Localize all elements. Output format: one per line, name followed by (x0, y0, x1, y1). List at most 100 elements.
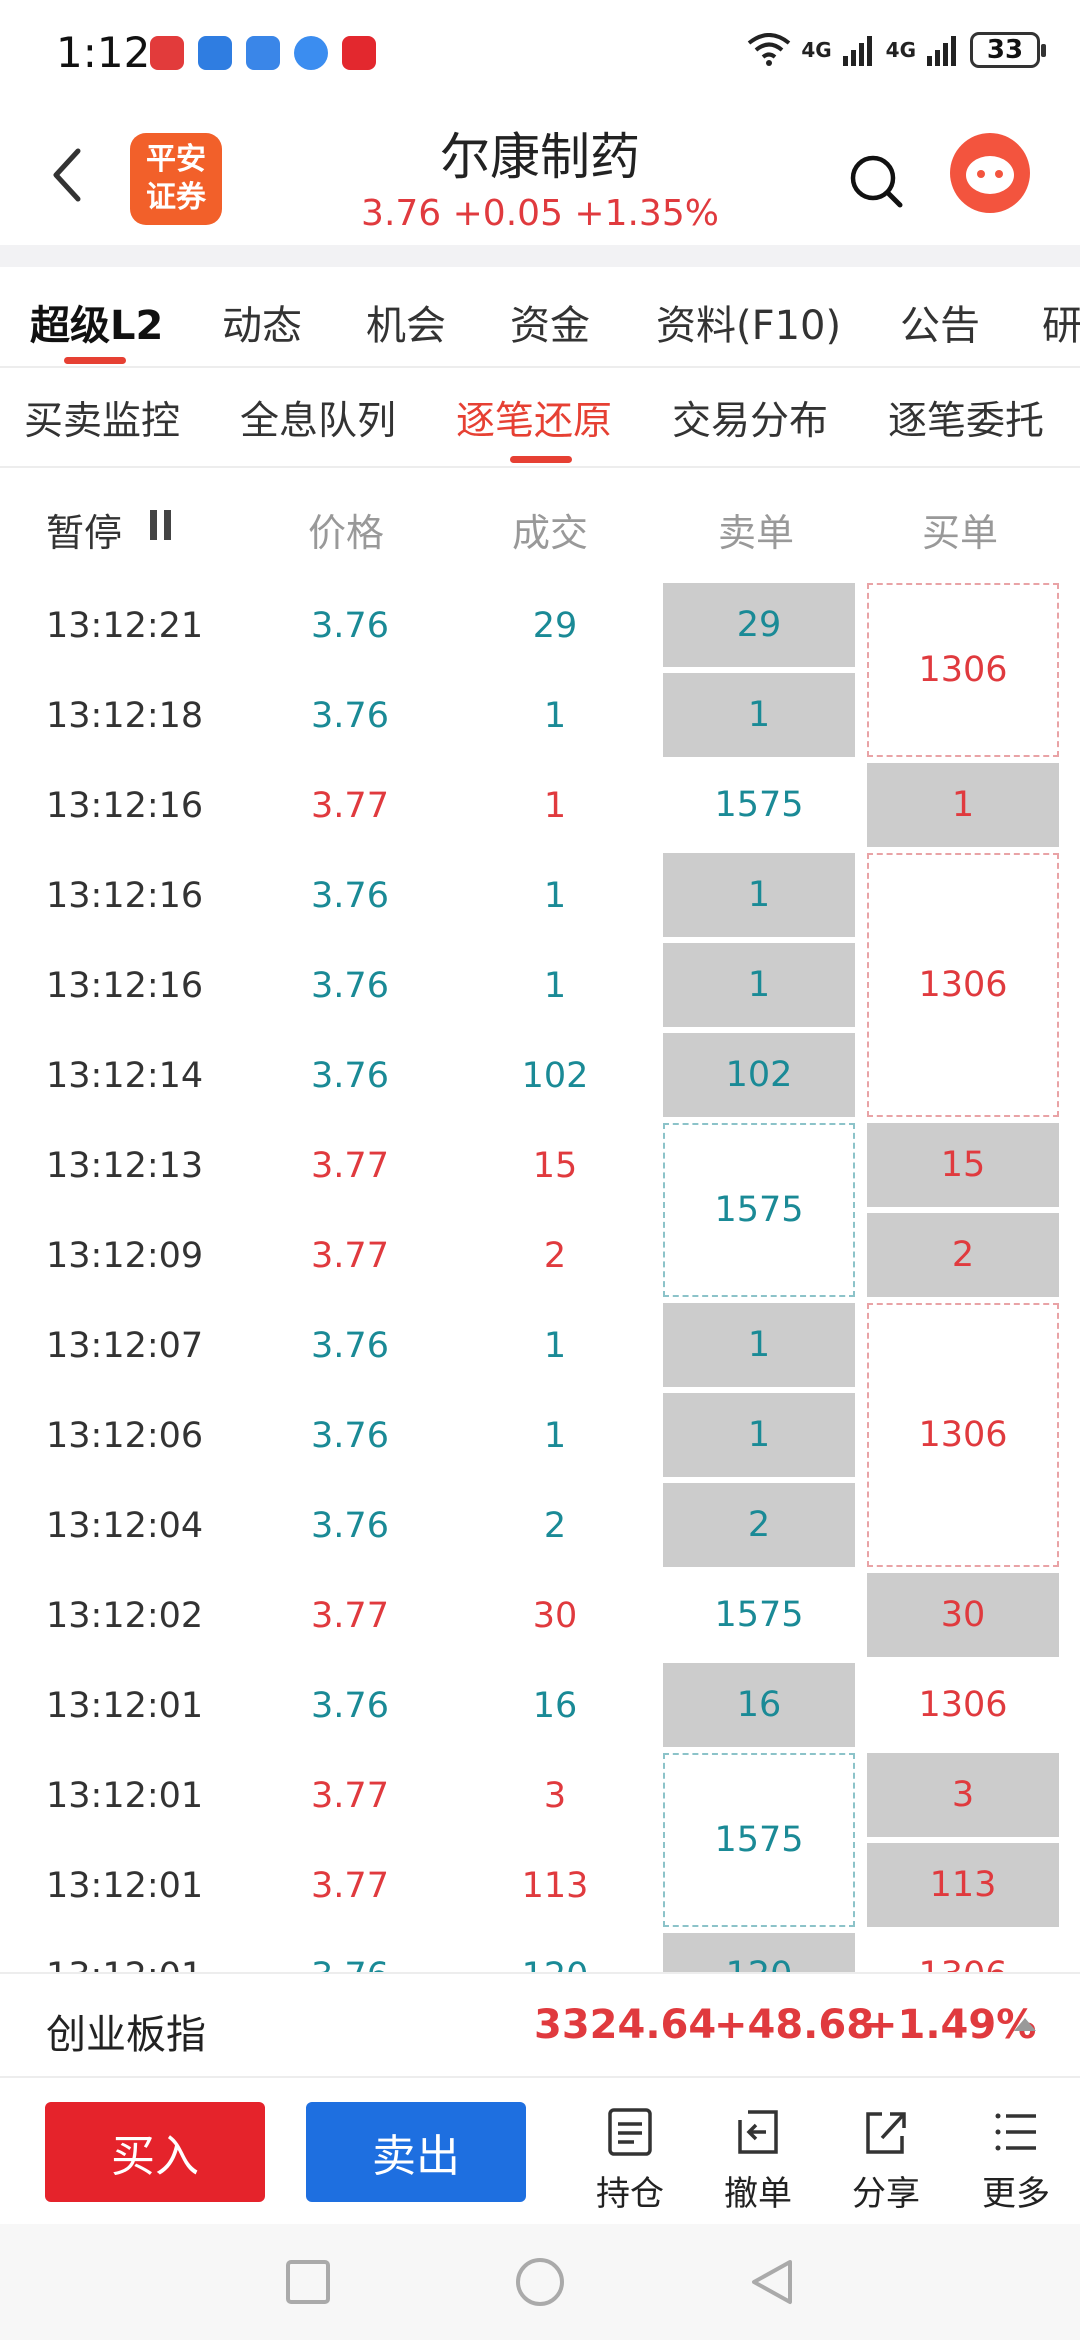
sell-order-cell: 1575 (663, 1123, 855, 1297)
home-icon[interactable] (512, 2254, 568, 2310)
subtabs-divider (0, 466, 1080, 468)
recent-apps-icon[interactable] (280, 2254, 336, 2310)
row-time: 13:12:21 (46, 606, 204, 646)
back-icon[interactable] (744, 2254, 800, 2310)
row-price: 3.77 (311, 1236, 389, 1276)
menu-icon (995, 2113, 1036, 2151)
active-subtab-indicator (510, 456, 572, 463)
back-arrow-icon[interactable] (44, 145, 94, 205)
row-time: 13:12:16 (46, 876, 204, 916)
subtab-full-queue[interactable]: 全息队列 (240, 399, 397, 444)
system-nav-bar (0, 2224, 1080, 2340)
row-time: 13:12:16 (46, 966, 204, 1006)
row-volume: 1 (543, 876, 567, 916)
subtab-trade-distribution[interactable]: 交易分布 (672, 399, 829, 444)
more-button[interactable]: 更多 (966, 2106, 1066, 2215)
row-volume: 120 (455, 1956, 655, 1972)
cancel-order-button[interactable]: 撤单 (708, 2106, 808, 2215)
sell-order-cell: 102 (663, 1033, 855, 1117)
row-volume: 29 (532, 606, 578, 646)
row-time: 13:12:06 (46, 1416, 204, 1456)
tab-f10[interactable]: 资料(F10) (656, 303, 842, 349)
trade-action-bar: 买入 卖出 持仓 撤单 分享 更多 (0, 2078, 1080, 2224)
table-row: 13:12:18 3.76 1 (0, 672, 1080, 762)
buy-order-cell: 1306 (918, 1685, 1008, 1725)
sell-order-cell: 29 (663, 583, 855, 667)
buy-order-cell: 3 (867, 1753, 1059, 1837)
table-row: 13:12:04 3.76 2 (0, 1482, 1080, 1572)
header-divider (0, 245, 1080, 267)
row-time: 13:12:07 (46, 1326, 204, 1366)
signal-icon (927, 36, 956, 66)
tab-super-l2[interactable]: 超级L2 (30, 303, 164, 349)
subtab-tick-restore[interactable]: 逐笔还原 (456, 399, 613, 444)
row-volume: 1 (543, 786, 567, 826)
tab-announcement[interactable]: 公告 (900, 303, 980, 349)
subtab-buy-sell-monitor[interactable]: 买卖监控 (24, 399, 181, 444)
huawei-app-icon (150, 36, 184, 70)
table-row: 13:12:16 3.77 1 (0, 762, 1080, 852)
pause-button-label[interactable]: 暂停 (46, 511, 123, 555)
buy-order-cell: 1306 (867, 1933, 1059, 1972)
table-row: 13:12:01 3.76 120 (0, 1932, 1080, 1972)
row-price: 3.77 (311, 1596, 389, 1636)
index-percent: +1.49% (864, 2002, 1037, 2048)
buy-order-cell: 1306 (867, 1303, 1059, 1567)
index-change: +48.68 (714, 2002, 875, 2048)
row-volume: 113 (521, 1866, 589, 1906)
signal-icon (842, 36, 872, 66)
row-time: 13:12:01 (46, 1686, 204, 1726)
row-time: 13:12:13 (46, 1146, 204, 1186)
positions-label: 持仓 (596, 2174, 664, 2214)
buy-order-cell: 15 (867, 1123, 1059, 1207)
buy-order-cell: 1306 (867, 583, 1059, 757)
row-time: 13:12:04 (46, 1506, 204, 1546)
assistant-avatar-icon[interactable] (950, 133, 1030, 213)
stock-quote: 3.76 +0.05 +1.35% (361, 193, 719, 234)
subtab-tick-orders[interactable]: 逐笔委托 (888, 399, 1045, 444)
row-price: 3.76 (311, 1416, 389, 1456)
sell-order-cell: 2 (663, 1483, 855, 1567)
index-ticker[interactable]: 创业板指 3324.64 +48.68 +1.49% (0, 1972, 1080, 2078)
sell-order-cell: 1 (663, 673, 855, 757)
status-bar: 1:12 4G 4G 33 (0, 0, 1080, 105)
logo-line-1: 平安 (146, 142, 206, 177)
buy-order-cell: 30 (867, 1573, 1059, 1657)
header-price: 价格 (308, 511, 385, 555)
row-volume: 15 (532, 1146, 578, 1186)
sell-order-cell: 16 (663, 1663, 855, 1747)
row-time: 13:12:01 (46, 1866, 204, 1906)
logo-line-2: 证券 (146, 180, 206, 215)
tick-list[interactable]: 13:12:21 3.76 29 13:12:18 3.76 1 13:12:1… (0, 582, 1080, 1972)
row-volume: 16 (532, 1686, 578, 1726)
row-time: 13:12:02 (46, 1596, 204, 1636)
table-row: 13:12:02 3.77 30 (0, 1572, 1080, 1662)
table-row: 13:12:13 3.77 15 (0, 1122, 1080, 1212)
tab-funds[interactable]: 资金 (510, 303, 590, 349)
table-header: 暂停 价格 成交 卖单 买单 (0, 468, 1080, 578)
pause-icon[interactable] (150, 510, 172, 540)
table-row: 13:12:14 3.76 102 (0, 1032, 1080, 1122)
search-icon[interactable] (848, 153, 904, 209)
document-icon (608, 2108, 652, 2156)
row-time: 13:12:09 (46, 1236, 204, 1276)
battery-icon: 33 (970, 32, 1046, 68)
row-price: 3.76 (311, 606, 389, 646)
tab-opportunity[interactable]: 机会 (366, 303, 446, 349)
table-row: 13:12:21 3.76 29 (0, 582, 1080, 672)
row-volume: 102 (521, 1056, 589, 1096)
main-tabs: 超级L2 动态 机会 资金 资料(F10) 公告 研 (0, 267, 1080, 367)
buy-button[interactable]: 买入 (45, 2102, 265, 2202)
row-price: 3.77 (311, 1866, 389, 1906)
row-price: 3.76 (250, 1956, 450, 1972)
tab-dynamics[interactable]: 动态 (222, 303, 302, 349)
expand-up-icon[interactable] (1014, 2018, 1036, 2031)
share-button[interactable]: 分享 (836, 2106, 936, 2215)
row-time: 13:12:18 (46, 696, 204, 736)
positions-button[interactable]: 持仓 (580, 2106, 680, 2215)
tabs-divider (0, 366, 1080, 368)
sell-button[interactable]: 卖出 (306, 2102, 526, 2202)
broker-logo[interactable]: 平安 证券 (130, 133, 222, 225)
app-icon-globe (294, 36, 328, 70)
tab-research[interactable]: 研 (1042, 303, 1080, 349)
